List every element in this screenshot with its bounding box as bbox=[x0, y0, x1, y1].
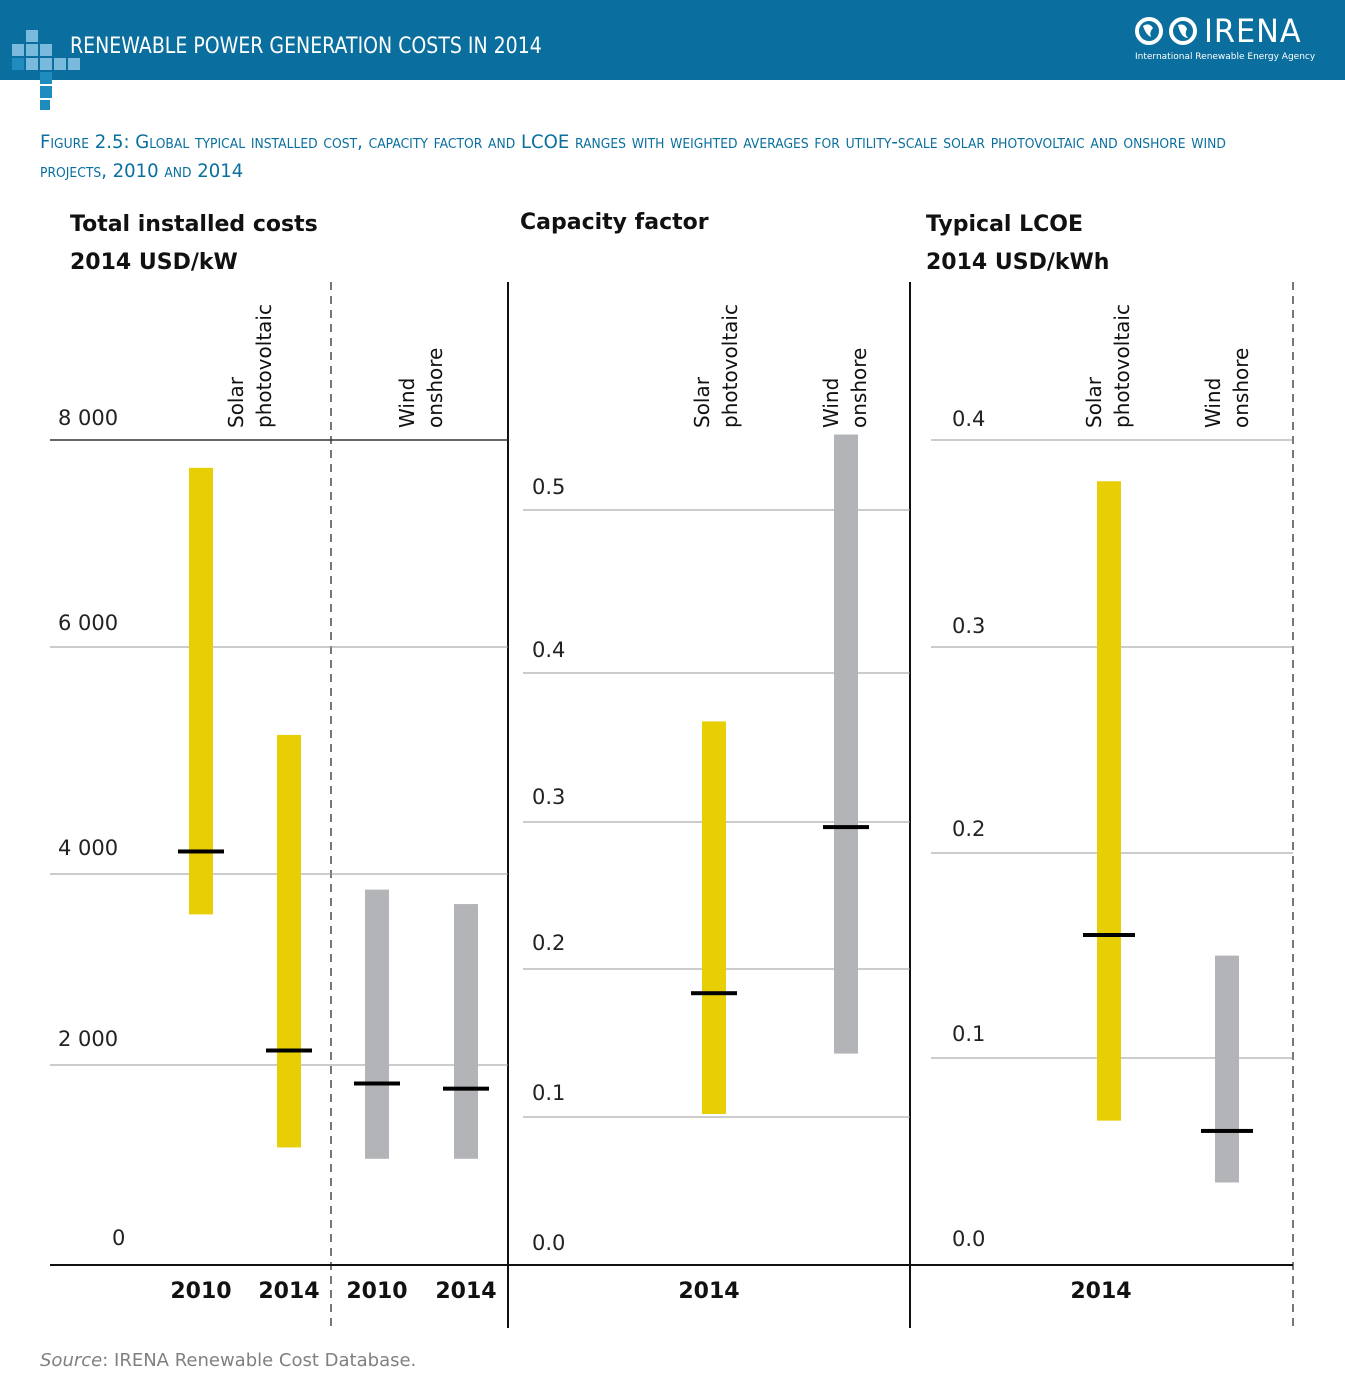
range-bar bbox=[277, 734, 301, 1148]
x-tick-label: 2010 bbox=[170, 1279, 231, 1304]
y-tick-label: 4 000 bbox=[58, 836, 118, 860]
y-tick-label: 0.3 bbox=[952, 614, 985, 638]
y-tick-label: 0.1 bbox=[532, 1081, 565, 1105]
y-tick-label: 0.0 bbox=[952, 1227, 985, 1251]
y-tick-label: 0.5 bbox=[532, 475, 565, 499]
header-banner: RENEWABLE POWER GENERATION COSTS IN 2014… bbox=[0, 0, 1345, 110]
category-label-wind-p1: Wind onshore bbox=[819, 348, 871, 428]
svg-text:photovoltaic: photovoltaic bbox=[1110, 304, 1134, 428]
range-bar bbox=[834, 434, 858, 1054]
range-bar bbox=[1215, 955, 1239, 1183]
source-label: Source bbox=[40, 1350, 103, 1371]
y-tick-label: 0.4 bbox=[952, 407, 985, 431]
category-label-wind-p2: Wind onshore bbox=[1201, 348, 1253, 428]
weighted-average-marker bbox=[354, 1081, 400, 1086]
logo-mark-decoration bbox=[12, 30, 80, 110]
category-label-solar-p1: Solar photovoltaic bbox=[690, 304, 742, 428]
irena-logo-subtitle: International Renewable Energy Agency bbox=[1135, 52, 1316, 62]
panel-subtitle-installed-costs: 2014 USD/kW bbox=[70, 250, 238, 275]
svg-text:Solar: Solar bbox=[1082, 376, 1106, 428]
y-tick-label: 0.0 bbox=[532, 1231, 565, 1255]
irena-logo-text: IRENA bbox=[1204, 12, 1302, 50]
range-bar bbox=[454, 904, 478, 1159]
figure-title: Figure 2.5: Global typical installed cos… bbox=[40, 131, 1226, 182]
x-tick-label: 2014 bbox=[258, 1279, 319, 1304]
category-label-solar-p0: Solar photovoltaic bbox=[224, 304, 276, 428]
y-tick-label: 0 bbox=[112, 1226, 125, 1250]
x-tick-label: 2010 bbox=[346, 1279, 407, 1304]
category-label-solar-p2: Solar photovoltaic bbox=[1082, 304, 1134, 428]
y-tick-label: 0.2 bbox=[952, 817, 985, 841]
y-tick-label: 0.1 bbox=[952, 1022, 985, 1046]
weighted-average-marker bbox=[691, 991, 737, 996]
x-tick-label: 2014 bbox=[678, 1279, 739, 1304]
range-bar bbox=[702, 721, 726, 1114]
panel-title-capacity-factor: Capacity factor bbox=[520, 210, 709, 235]
range-bar bbox=[365, 889, 389, 1159]
svg-text:Wind: Wind bbox=[395, 378, 419, 428]
x-tick-label: 2014 bbox=[1070, 1279, 1131, 1304]
y-tick-label: 2 000 bbox=[58, 1027, 118, 1051]
svg-text:Solar: Solar bbox=[224, 376, 248, 428]
y-tick-label: 0.2 bbox=[532, 931, 565, 955]
source-text: : IRENA Renewable Cost Database. bbox=[102, 1350, 417, 1371]
source-note: Source: IRENA Renewable Cost Database. bbox=[40, 1350, 416, 1371]
panel-lcoe: Typical LCOE 2014 USD/kWh bbox=[926, 212, 1109, 275]
svg-text:photovoltaic: photovoltaic bbox=[252, 304, 276, 428]
y-tick-label: 0.4 bbox=[532, 638, 565, 662]
weighted-average-marker bbox=[823, 825, 869, 830]
svg-text:onshore: onshore bbox=[423, 348, 447, 428]
svg-text:Wind: Wind bbox=[819, 378, 843, 428]
weighted-average-marker bbox=[266, 1048, 312, 1053]
weighted-average-marker bbox=[1201, 1128, 1253, 1133]
svg-text:onshore: onshore bbox=[1229, 348, 1253, 428]
panel-subtitle-lcoe: 2014 USD/kWh bbox=[926, 250, 1109, 275]
weighted-average-marker bbox=[178, 849, 224, 854]
svg-text:onshore: onshore bbox=[847, 348, 871, 428]
y-tick-label: 0.3 bbox=[532, 785, 565, 809]
weighted-average-marker bbox=[443, 1086, 489, 1091]
y-tick-label: 8 000 bbox=[58, 406, 118, 430]
panel-capacity-factor: Capacity factor bbox=[520, 210, 709, 235]
irena-globe-icon bbox=[1135, 17, 1197, 45]
range-bar bbox=[189, 467, 213, 915]
x-tick-label: 2014 bbox=[435, 1279, 496, 1304]
panel-title-installed-costs: Total installed costs bbox=[70, 212, 318, 237]
range-bar bbox=[1097, 481, 1121, 1121]
svg-text:Wind: Wind bbox=[1201, 378, 1225, 428]
panel-title-lcoe: Typical LCOE bbox=[926, 212, 1083, 237]
panel-installed-costs: Total installed costs 2014 USD/kW bbox=[70, 212, 318, 275]
y-tick-label: 6 000 bbox=[58, 611, 118, 635]
svg-text:photovoltaic: photovoltaic bbox=[718, 304, 742, 428]
category-label-wind-p0: Wind onshore bbox=[395, 348, 447, 428]
weighted-average-marker bbox=[1083, 933, 1135, 937]
header-title: RENEWABLE POWER GENERATION COSTS IN 2014 bbox=[70, 34, 542, 59]
svg-text:Solar: Solar bbox=[690, 376, 714, 428]
